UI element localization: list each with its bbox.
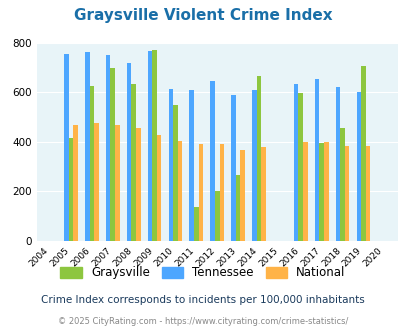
Bar bbox=[110, 68, 115, 241]
Bar bbox=[152, 50, 156, 241]
Bar bbox=[73, 125, 78, 241]
Bar bbox=[64, 53, 68, 241]
Bar bbox=[189, 90, 194, 241]
Text: © 2025 CityRating.com - https://www.cityrating.com/crime-statistics/: © 2025 CityRating.com - https://www.city… bbox=[58, 317, 347, 326]
Bar bbox=[210, 81, 214, 241]
Bar bbox=[126, 63, 131, 241]
Bar bbox=[94, 123, 98, 241]
Bar bbox=[360, 66, 365, 241]
Bar bbox=[156, 135, 161, 241]
Bar bbox=[147, 51, 152, 241]
Bar bbox=[214, 191, 219, 241]
Text: Crime Index corresponds to incidents per 100,000 inhabitants: Crime Index corresponds to incidents per… bbox=[41, 295, 364, 305]
Bar bbox=[219, 145, 224, 241]
Bar bbox=[298, 93, 302, 241]
Bar bbox=[235, 175, 240, 241]
Bar bbox=[365, 146, 369, 241]
Bar bbox=[106, 54, 110, 241]
Bar bbox=[261, 147, 265, 241]
Bar bbox=[252, 90, 256, 241]
Bar bbox=[356, 92, 360, 241]
Bar bbox=[68, 138, 73, 241]
Bar bbox=[302, 142, 307, 241]
Bar bbox=[136, 128, 140, 241]
Bar bbox=[240, 150, 244, 241]
Bar bbox=[335, 87, 339, 241]
Bar bbox=[90, 86, 94, 241]
Bar bbox=[173, 105, 177, 241]
Bar bbox=[177, 141, 182, 241]
Bar bbox=[230, 95, 235, 241]
Legend: Graysville, Tennessee, National: Graysville, Tennessee, National bbox=[55, 262, 350, 284]
Bar bbox=[319, 143, 323, 241]
Bar bbox=[293, 84, 298, 241]
Bar bbox=[256, 76, 261, 241]
Bar bbox=[168, 89, 173, 241]
Bar bbox=[85, 51, 90, 241]
Text: Graysville Violent Crime Index: Graysville Violent Crime Index bbox=[73, 8, 332, 23]
Bar bbox=[198, 145, 203, 241]
Bar bbox=[314, 79, 319, 241]
Bar bbox=[339, 128, 344, 241]
Bar bbox=[131, 84, 136, 241]
Bar bbox=[344, 146, 349, 241]
Bar bbox=[194, 208, 198, 241]
Bar bbox=[115, 125, 119, 241]
Bar bbox=[323, 142, 328, 241]
